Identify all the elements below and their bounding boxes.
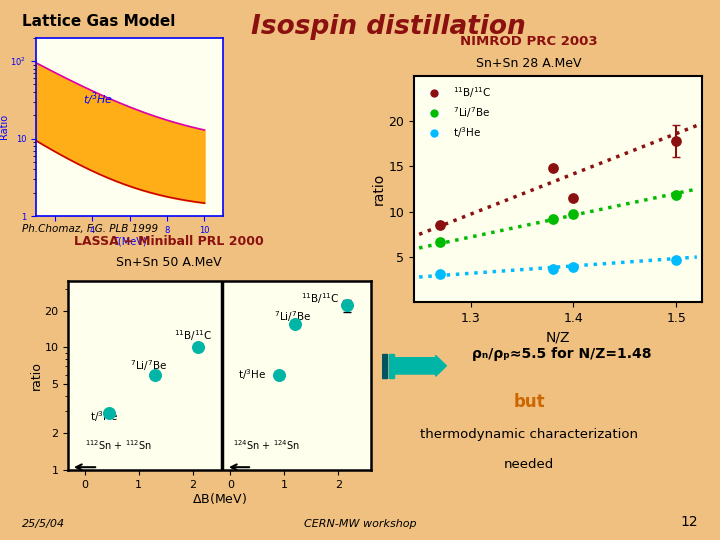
Point — [149, 370, 161, 379]
FancyArrow shape — [395, 355, 446, 376]
Point — [670, 137, 682, 145]
Text: Isospin distillation: Isospin distillation — [251, 14, 526, 39]
Point — [670, 191, 682, 200]
Legend: $^{11}$B/$^{11}$C, $^{7}$Li/$^{7}$Be, t/$^{3}$He: $^{11}$B/$^{11}$C, $^{7}$Li/$^{7}$Be, t/… — [419, 81, 495, 144]
Text: CERN-MW workshop: CERN-MW workshop — [304, 519, 416, 529]
Point — [547, 214, 559, 223]
Text: thermodynamic characterization: thermodynamic characterization — [420, 428, 638, 441]
Text: Ph.Chomaz, F.G. PLB 1999: Ph.Chomaz, F.G. PLB 1999 — [22, 224, 158, 234]
Text: 12: 12 — [681, 515, 698, 529]
Point — [567, 210, 579, 219]
Y-axis label: ratio: ratio — [372, 173, 386, 205]
Text: needed: needed — [504, 458, 554, 471]
Text: 25/5/04: 25/5/04 — [22, 519, 65, 529]
Text: $^{124}$Sn + $^{124}$Sn: $^{124}$Sn + $^{124}$Sn — [233, 438, 300, 452]
X-axis label: T(MeV): T(MeV) — [112, 236, 147, 246]
Text: Lattice Gas Model: Lattice Gas Model — [22, 14, 175, 29]
Point — [341, 301, 352, 310]
Text: $^{7}$Li/$^{7}$Be: $^{7}$Li/$^{7}$Be — [274, 309, 311, 324]
Text: NIMROD PRC 2003: NIMROD PRC 2003 — [460, 35, 598, 48]
Point — [192, 343, 204, 352]
Text: LASSA + Miniball PRL 2000: LASSA + Miniball PRL 2000 — [74, 235, 264, 248]
Point — [567, 194, 579, 202]
Bar — [382, 354, 387, 378]
X-axis label: N/Z: N/Z — [546, 330, 570, 345]
Text: t/$^3$He: t/$^3$He — [83, 91, 113, 109]
Point — [289, 320, 301, 328]
Point — [434, 237, 446, 246]
Point — [434, 221, 446, 230]
Bar — [389, 354, 394, 378]
Y-axis label: Ratio: Ratio — [0, 114, 9, 139]
Text: t/$^{3}$He: t/$^{3}$He — [90, 409, 118, 424]
Point — [547, 265, 559, 273]
Text: Sn+Sn 28 A.MeV: Sn+Sn 28 A.MeV — [477, 57, 582, 70]
Text: Sn+Sn 50 A.MeV: Sn+Sn 50 A.MeV — [117, 256, 222, 269]
Text: t/$^{3}$He: t/$^{3}$He — [238, 367, 267, 382]
Text: $^{11}$B/$^{11}$C: $^{11}$B/$^{11}$C — [174, 328, 212, 343]
Point — [670, 255, 682, 264]
X-axis label: $\Delta$B(MeV): $\Delta$B(MeV) — [192, 491, 247, 506]
Text: $^{112}$Sn + $^{112}$Sn: $^{112}$Sn + $^{112}$Sn — [85, 438, 152, 452]
Y-axis label: ratio: ratio — [30, 361, 43, 390]
Text: $^{7}$Li/$^{7}$Be: $^{7}$Li/$^{7}$Be — [130, 359, 168, 373]
Point — [567, 262, 579, 271]
Point — [274, 370, 285, 379]
Text: ρₙ/ρₚ≈5.5 for N/Z=1.48: ρₙ/ρₚ≈5.5 for N/Z=1.48 — [472, 347, 651, 361]
Point — [547, 164, 559, 172]
Text: $^{11}$B/$^{11}$C: $^{11}$B/$^{11}$C — [301, 291, 339, 306]
Text: but: but — [513, 393, 545, 411]
Point — [103, 409, 114, 417]
Point — [434, 270, 446, 279]
